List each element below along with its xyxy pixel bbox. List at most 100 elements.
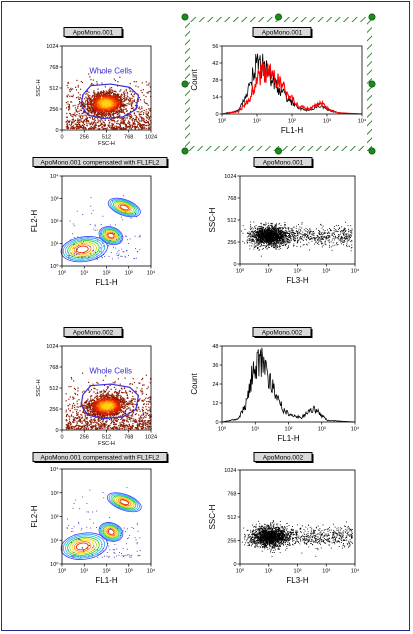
event-dot — [127, 122, 129, 124]
event-dot — [277, 241, 279, 242]
event-dot — [307, 237, 309, 239]
event-dot — [97, 111, 99, 113]
event-dot — [101, 109, 103, 111]
event-dot — [129, 209, 131, 210]
event-dot — [324, 241, 326, 243]
event-dot — [122, 92, 125, 94]
event-dot — [272, 243, 274, 245]
event-dot — [267, 231, 269, 233]
event-dot — [259, 240, 261, 242]
event-dot — [330, 230, 332, 232]
event-dot — [77, 107, 79, 109]
event-dot — [273, 226, 275, 228]
event-dot — [271, 226, 273, 228]
event-dot — [123, 121, 125, 123]
event-dot — [70, 123, 73, 125]
event-dot — [251, 227, 253, 229]
event-dot — [278, 237, 280, 239]
event-dot — [263, 241, 265, 243]
event-dot — [94, 105, 96, 107]
event-dot — [351, 230, 353, 231]
event-dot — [309, 233, 311, 235]
event-dot — [104, 86, 106, 88]
event-dot — [268, 242, 270, 244]
event-dot — [277, 234, 279, 236]
event-dot — [276, 239, 278, 240]
event-dot — [125, 99, 127, 101]
event-dot — [276, 236, 278, 238]
event-dot — [108, 101, 110, 103]
event-dot — [76, 120, 78, 122]
plot-panel-2[interactable]: 10⁰ 10¹ 10² 10³ 10⁴014284256FL1-HCountApoMon… — [190, 27, 367, 136]
event-dot — [348, 228, 350, 230]
event-dot — [91, 212, 93, 214]
event-dot — [133, 113, 135, 115]
event-dot — [269, 234, 271, 236]
gate-polygon[interactable] — [80, 83, 140, 120]
event-dot — [91, 113, 93, 115]
event-dot — [94, 103, 97, 106]
event-dot — [263, 238, 265, 240]
event-dot — [350, 247, 352, 249]
event-dot — [120, 93, 123, 95]
event-dot — [331, 233, 333, 235]
event-dot — [106, 108, 108, 110]
event-dot — [100, 103, 102, 105]
gate-label[interactable]: Whole Cells — [89, 66, 132, 75]
title-tag[interactable] — [63, 27, 123, 37]
event-dot — [114, 108, 116, 110]
event-dot — [333, 232, 335, 234]
event-dot — [117, 251, 119, 253]
event-dot — [248, 231, 250, 233]
event-dot — [128, 127, 130, 129]
event-dot — [260, 255, 262, 257]
plot-panel-3[interactable]: 10⁰ 10¹ 10² 10³ 10⁴10⁰10¹10²10³10⁴FL1-HFL2-H… — [30, 157, 169, 288]
event-dot — [326, 232, 328, 234]
event-dot — [110, 109, 113, 111]
event-dot — [123, 90, 125, 92]
event-dot — [91, 116, 93, 118]
event-dot — [291, 230, 293, 232]
event-dot — [288, 235, 289, 237]
title-tag[interactable] — [252, 27, 312, 37]
event-dot — [102, 94, 104, 97]
event-dot — [112, 99, 114, 101]
event-dot — [141, 127, 143, 130]
plot-panel-4[interactable]: 10⁰ 10¹ 10² 10³ 10⁴02565127681024FL3-HSSC-HA… — [208, 157, 360, 286]
event-dot — [99, 96, 101, 98]
event-dot — [146, 121, 149, 123]
event-dot — [109, 98, 111, 100]
event-dot — [68, 123, 71, 126]
event-dot — [102, 126, 104, 128]
event-dot — [277, 237, 279, 239]
x-tick-label: 10⁴ — [147, 270, 156, 277]
event-dot — [123, 251, 125, 253]
event-dot — [135, 81, 137, 83]
event-dot — [309, 228, 310, 230]
event-dot — [324, 243, 326, 245]
event-dot — [342, 241, 344, 242]
event-dot — [336, 230, 338, 232]
event-dot — [279, 233, 281, 235]
event-dot — [248, 233, 250, 235]
event-dot — [129, 97, 131, 99]
event-dot — [286, 233, 287, 235]
event-dot — [130, 110, 132, 113]
event-dot — [141, 116, 143, 119]
event-dot — [131, 103, 133, 105]
event-dot — [143, 112, 145, 114]
event-dot — [111, 99, 113, 101]
event-dot — [65, 107, 68, 109]
event-dot — [93, 117, 96, 119]
event-dot — [250, 231, 252, 233]
event-dot — [77, 121, 80, 123]
event-dot — [101, 122, 103, 124]
event-dot — [93, 97, 95, 100]
event-dot — [133, 123, 135, 126]
event-dot — [348, 238, 350, 240]
event-dot — [293, 245, 295, 246]
event-dot — [120, 100, 122, 102]
title-tag[interactable] — [32, 157, 168, 167]
event-dot — [131, 120, 134, 122]
